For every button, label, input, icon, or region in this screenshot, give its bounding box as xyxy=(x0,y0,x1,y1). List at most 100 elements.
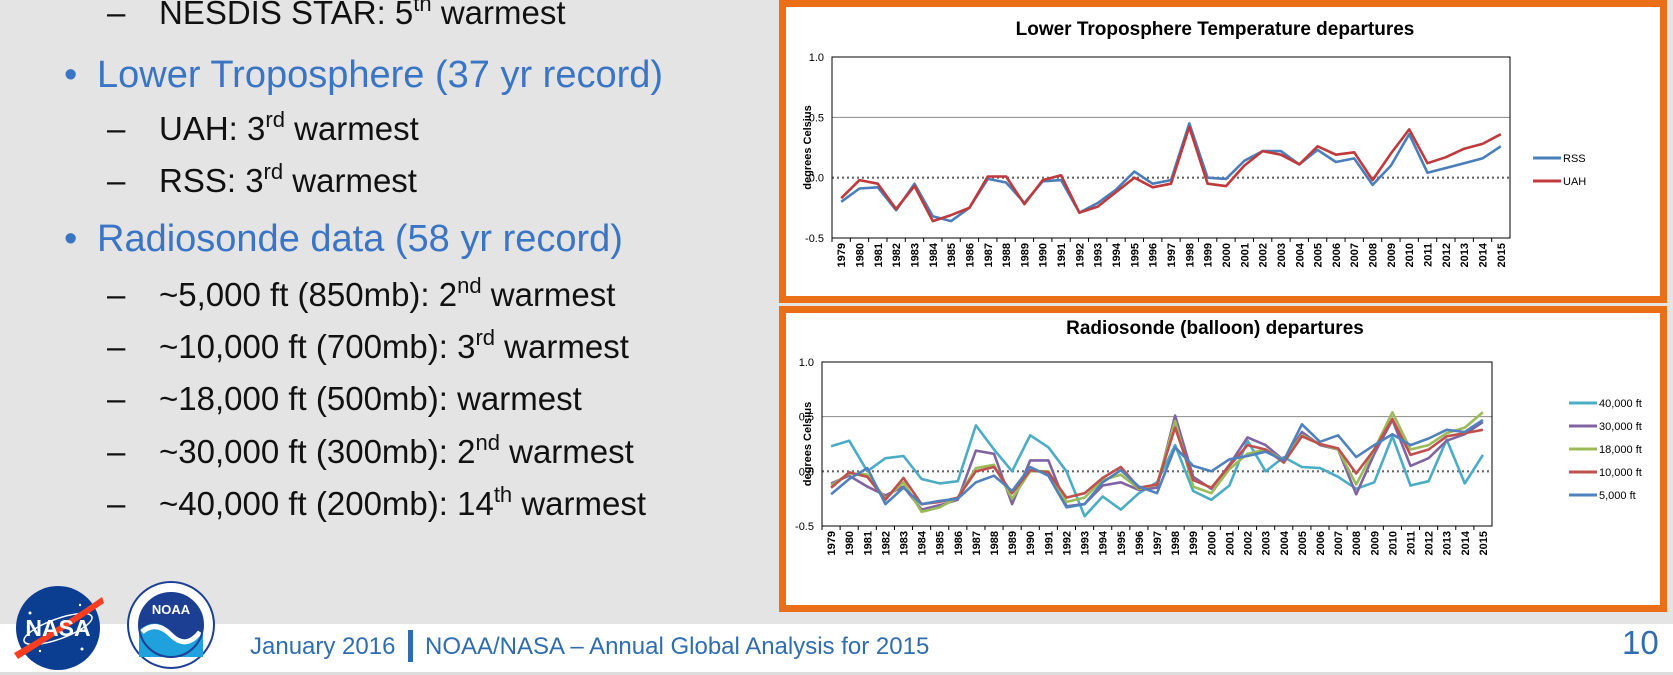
x-tick-label: 1998 xyxy=(1184,243,1196,267)
series-line-18-000-ft xyxy=(830,411,1484,514)
x-tick-label: 2010 xyxy=(1387,531,1399,555)
x-tick-label: 1998 xyxy=(1170,531,1182,555)
chart-radiosonde: Radiosonde (balloon) departures -0.5 0.0 0.… xyxy=(795,318,1642,555)
x-tick-label: 1980 xyxy=(854,243,866,267)
x-tick-label: 1994 xyxy=(1098,530,1110,555)
series-line-5-000-ft xyxy=(830,418,1484,509)
x-tick-label: 1991 xyxy=(1043,531,1055,555)
x-tick-label: 1990 xyxy=(1038,243,1050,267)
x-tick-label: 2008 xyxy=(1368,243,1380,267)
x-tick-label: 1999 xyxy=(1188,531,1200,555)
x-tick-label: 1996 xyxy=(1134,531,1146,555)
chart-lower-troposphere: Lower Troposphere Temperature departures… xyxy=(802,19,1586,267)
noaa-logo: NOAA xyxy=(127,581,215,669)
y-tick-label: 1.0 xyxy=(799,357,814,369)
x-tick-label: 2015 xyxy=(1496,243,1508,267)
x-tick-label: 2004 xyxy=(1279,530,1291,555)
footer-divider xyxy=(408,630,413,662)
dash-marker: – xyxy=(107,110,126,147)
x-tick-label: 1996 xyxy=(1148,243,1160,267)
dash-marker: – xyxy=(107,162,126,199)
legend-label: 18,000 ft xyxy=(1599,444,1642,456)
x-tick-label: 1994 xyxy=(1111,242,1123,267)
dash-marker: – xyxy=(107,276,126,313)
r4-sup: nd xyxy=(475,430,500,455)
bullet-dot: • xyxy=(64,218,78,260)
r4-post: warmest xyxy=(499,433,634,470)
x-tick-label: 1985 xyxy=(935,531,947,555)
x-tick-label: 1997 xyxy=(1152,531,1164,555)
r1-post: warmest xyxy=(481,276,616,313)
dash-marker: – xyxy=(107,380,126,417)
x-tick-label: 2006 xyxy=(1315,531,1327,555)
x-tick-label: 2012 xyxy=(1424,531,1436,555)
x-tick-label: 1982 xyxy=(880,531,892,555)
x-tick-label: 2003 xyxy=(1276,243,1288,267)
x-tick-label: 2008 xyxy=(1351,531,1363,555)
nesdis-text: NESDIS STAR: 5 xyxy=(159,0,414,31)
legend-label: 30,000 ft xyxy=(1599,421,1642,433)
x-tick-label: 2005 xyxy=(1313,243,1325,267)
x-tick-label: 2006 xyxy=(1331,243,1343,267)
x-tick-label: 1999 xyxy=(1203,243,1215,267)
legend-label: 10,000 ft xyxy=(1599,467,1642,479)
x-tick-label: 1979 xyxy=(836,243,848,267)
chart-title: Lower Troposphere Temperature departures xyxy=(1016,19,1415,40)
x-tick-label: 2001 xyxy=(1239,243,1251,267)
legend-label: RSS xyxy=(1563,153,1586,165)
x-tick-label: 2007 xyxy=(1349,243,1361,267)
x-tick-label: 1995 xyxy=(1116,531,1128,555)
x-tick-label: 2010 xyxy=(1404,243,1416,267)
y-tick-label: 1.0 xyxy=(809,52,824,64)
x-tick-label: 1986 xyxy=(953,531,965,555)
x-tick-label: 1983 xyxy=(898,531,910,555)
chart-panel-lower-troposphere: Lower Troposphere Temperature departures… xyxy=(779,0,1667,303)
lower-troposphere-heading: Lower Troposphere (37 yr record) xyxy=(97,54,664,96)
x-tick-label: 2001 xyxy=(1224,531,1236,555)
nesdis-post: warmest xyxy=(431,0,566,31)
x-tick-label: 1992 xyxy=(1061,531,1073,555)
r5-sup: th xyxy=(493,482,513,507)
r5-post: warmest xyxy=(512,485,647,522)
series-line-uah xyxy=(840,125,1502,223)
x-tick-label: 1990 xyxy=(1025,531,1037,555)
x-tick-label: 1997 xyxy=(1166,243,1178,267)
x-tick-label: 2003 xyxy=(1261,531,1273,555)
x-tick-label: 2005 xyxy=(1297,531,1309,555)
y-tick-label: -0.5 xyxy=(805,233,824,245)
uah-text: UAH: 3 xyxy=(159,110,266,147)
x-tick-label: 1981 xyxy=(873,243,885,267)
noaa-logo-text: NOAA xyxy=(152,602,191,617)
y-axis-label: degrees Celsius xyxy=(802,402,814,486)
page-number: 10 xyxy=(1622,624,1659,661)
r3-text: ~18,000 ft (500mb): warmest xyxy=(159,380,582,417)
x-tick-label: 1981 xyxy=(862,531,874,555)
r1-text: ~5,000 ft (850mb): 2 xyxy=(159,276,458,313)
dash-marker: – xyxy=(107,328,126,365)
x-tick-label: 2013 xyxy=(1459,243,1471,267)
x-tick-label: 2002 xyxy=(1243,531,1255,555)
dash-marker: – xyxy=(107,0,126,31)
rss-sup: rd xyxy=(263,159,284,184)
x-tick-label: 1988 xyxy=(1001,243,1013,267)
x-tick-label: 2015 xyxy=(1478,531,1490,555)
r2-text: ~10,000 ft (700mb): 3 xyxy=(159,328,476,365)
chart-panel-radiosonde: Radiosonde (balloon) departures -0.5 0.0 0.… xyxy=(779,306,1667,612)
chart-title: Radiosonde (balloon) departures xyxy=(1066,318,1364,339)
x-tick-label: 1993 xyxy=(1080,531,1092,555)
r2-post: warmest xyxy=(495,328,629,365)
x-tick-label: 1985 xyxy=(946,243,958,267)
uah-sup: rd xyxy=(265,107,285,132)
y-tick-label: 0.5 xyxy=(809,112,824,124)
x-tick-label: 1987 xyxy=(983,243,995,267)
y-axis-label: degrees Celsius xyxy=(802,105,814,189)
x-tick-label: 2011 xyxy=(1423,243,1435,267)
r2-sup: rd xyxy=(475,325,496,350)
y-tick-label: 0.0 xyxy=(809,173,824,185)
footer-title: NOAA/NASA – Annual Global Analysis for 2… xyxy=(425,633,930,660)
x-tick-label: 2009 xyxy=(1386,243,1398,267)
y-tick-label: 0.0 xyxy=(799,466,814,478)
plot-area xyxy=(821,361,1493,527)
r1-sup: nd xyxy=(457,273,482,298)
dash-marker: – xyxy=(107,485,126,522)
